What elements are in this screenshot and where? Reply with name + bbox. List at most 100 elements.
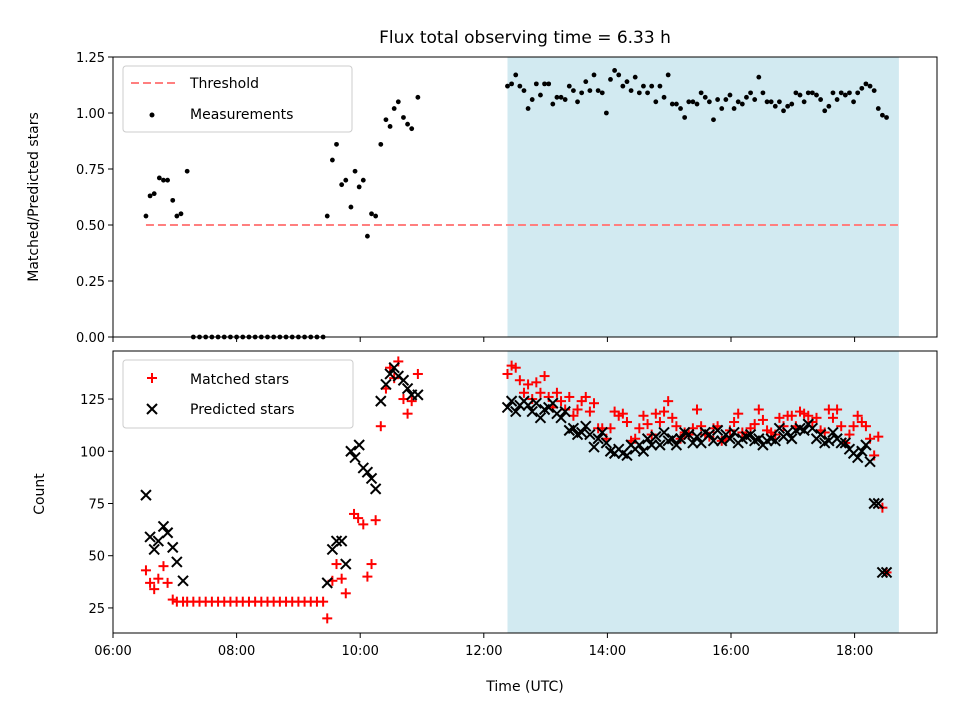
matched-star-marker — [733, 408, 744, 419]
measurement-point — [343, 177, 349, 183]
predicted-star-marker — [650, 430, 662, 443]
measurement-point — [373, 213, 379, 219]
measurement-point — [546, 81, 552, 87]
predicted-star-marker — [827, 426, 839, 439]
matched-star-marker — [617, 408, 628, 419]
measurement-point — [151, 191, 157, 197]
predicted-star-marker — [835, 437, 847, 449]
predicted-star-marker — [326, 543, 339, 556]
measurement-point — [365, 233, 370, 239]
measurement-point — [739, 101, 745, 107]
measurement-point — [599, 90, 605, 96]
measurement-point — [665, 72, 671, 78]
measurement-point — [542, 81, 547, 87]
measurement-point — [764, 99, 770, 105]
bottom-legend-box — [122, 359, 354, 429]
measurement-point — [748, 90, 753, 96]
measurement-point — [715, 97, 721, 102]
count-points — [140, 356, 893, 624]
predicted-star-marker — [823, 435, 835, 447]
matched-star-marker — [412, 368, 423, 379]
predicted-star-marker — [674, 433, 687, 445]
measurement-point — [178, 211, 184, 217]
measurement-point — [690, 99, 696, 105]
predicted-star-marker — [140, 489, 152, 501]
x-tick-label: 06:00 — [94, 644, 131, 659]
measurement-point — [383, 117, 389, 123]
measurement-point — [847, 90, 852, 96]
measurement-point — [822, 108, 828, 114]
measurement-point — [809, 90, 815, 96]
top-y-tick-label: 0.25 — [76, 275, 105, 290]
predicted-star-marker — [144, 531, 156, 543]
bottom-panel: 25 50 75 100 125 06:00 08:00 10:00 12:00 14:00 16… — [32, 350, 938, 695]
top-panel: Flux total observing time = 6.33 h 0.000… — [26, 28, 938, 346]
measurement-point — [760, 90, 766, 96]
measurement-point — [165, 177, 170, 183]
top-x-ticks — [112, 337, 856, 342]
matched-star-marker — [535, 387, 546, 398]
predicted-star-marker — [375, 395, 387, 407]
measurement-point — [834, 97, 840, 102]
matched-star-marker — [749, 419, 760, 430]
measurement-point — [391, 106, 397, 111]
matched-star-marker — [621, 417, 632, 428]
matched-star-marker — [659, 406, 670, 417]
top-legend: Threshold Measurements — [122, 65, 353, 133]
measurement-point — [744, 94, 749, 100]
measurement-point — [608, 77, 613, 82]
measurement-point — [797, 92, 803, 98]
measurement-point — [533, 81, 539, 87]
matched-star-marker — [827, 412, 838, 423]
predicted-star-marker — [633, 439, 646, 451]
matched-star-marker — [322, 613, 333, 624]
predicted-star-marker — [559, 405, 571, 418]
matched-star-marker — [757, 414, 768, 425]
predicted-star-marker — [753, 433, 765, 445]
predicted-star-marker — [716, 435, 728, 447]
measurement-point — [723, 97, 729, 102]
predicted-star-marker — [724, 433, 736, 445]
matched-star-marker — [774, 412, 785, 423]
measurement-point — [756, 74, 762, 80]
matched-star-marker — [667, 412, 678, 423]
measurement-point — [395, 99, 401, 105]
predicted-star-marker — [526, 405, 538, 418]
measurement-point — [682, 115, 688, 120]
matched-star-marker — [531, 377, 542, 388]
predicted-star-marker — [856, 445, 868, 457]
measurement-point — [612, 68, 618, 73]
measurement-point — [174, 213, 180, 219]
predicted-star-marker — [157, 520, 170, 533]
matched-star-marker — [753, 404, 764, 415]
measurement-point — [595, 88, 601, 93]
predicted-star-marker — [703, 428, 716, 441]
predicted-star-marker — [412, 389, 424, 401]
predicted-star-marker — [349, 451, 361, 464]
predicted-star-marker — [868, 497, 880, 510]
top-y-tick-label: 1.25 — [76, 51, 105, 66]
bottom-legend: Matched stars Predicted stars — [122, 359, 354, 429]
predicted-star-marker — [177, 575, 189, 587]
measurement-point — [334, 141, 339, 147]
matched-star-marker — [556, 396, 567, 407]
predicted-star-marker — [340, 558, 352, 570]
measurement-point — [801, 99, 807, 105]
measurement-point — [632, 74, 638, 80]
matched-star-marker — [518, 387, 529, 398]
matched-star-marker — [638, 410, 649, 421]
bottom-x-ticks: 06:00 08:00 10:00 12:00 14:00 16:00 18:00 — [94, 633, 873, 659]
measurement-point — [772, 103, 778, 109]
measurement-point — [587, 88, 593, 93]
predicted-star-marker — [654, 439, 666, 451]
matched-star-marker — [832, 404, 843, 415]
matched-star-marker — [551, 387, 562, 398]
predicted-star-marker — [330, 535, 343, 547]
measurement-point — [401, 115, 406, 120]
predicted-star-marker — [365, 472, 378, 485]
bottom-y-ticks: 25 50 75 100 125 — [80, 393, 113, 617]
matched-star-marker — [584, 406, 595, 417]
predicted-star-marker — [584, 428, 596, 441]
legend-matched-label: Matched stars — [190, 372, 289, 388]
matched-star-marker — [402, 408, 413, 419]
